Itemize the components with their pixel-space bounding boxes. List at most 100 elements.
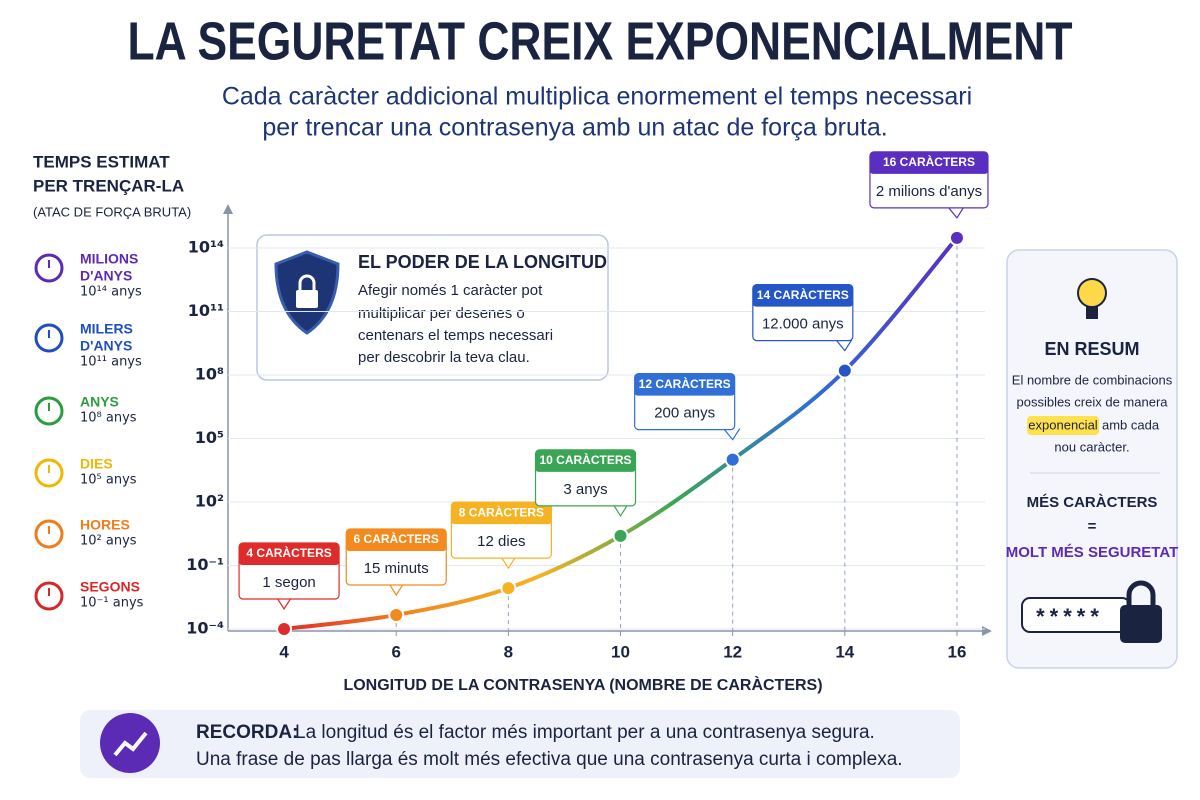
callout-title: 16 CARÀCTERS — [883, 154, 975, 169]
lock-shackle — [298, 274, 316, 290]
callout-text: 2 milions d'anys — [876, 183, 982, 200]
scale-icon — [34, 581, 64, 611]
summary-panel — [1006, 249, 1178, 669]
callout-title: 12 CARÀCTERS — [639, 376, 731, 391]
summary-text: nou caràcter. — [1054, 439, 1129, 454]
x-tick-label: 14 — [835, 642, 854, 661]
scale-value: 10⁸ anys — [80, 411, 137, 426]
summary-text: amb cada — [1102, 417, 1160, 432]
callout-pointer — [388, 583, 404, 597]
lock-icon — [296, 290, 318, 308]
title: LA SEGURETAT CREIX EXPONENCIALMENT — [128, 11, 1073, 71]
scale-icon — [34, 323, 64, 353]
y-tick-label: 10⁻¹ — [186, 555, 224, 574]
bulb-base — [1086, 307, 1098, 319]
subtitle: per trencar una contrasenya amb un atac … — [262, 114, 887, 142]
callout-pointer — [835, 339, 853, 352]
callout-header — [634, 373, 735, 396]
scale-name: D'ANYS — [80, 268, 132, 284]
scale-value: 10⁵ anys — [80, 473, 137, 488]
padlock-shackle — [1126, 580, 1156, 605]
highlight-bg — [1027, 416, 1099, 435]
info-text: per descobrir la teva clau. — [358, 349, 530, 366]
info-text: Afegir només 1 caràcter pot — [358, 282, 543, 299]
info-text: centenars el temps necessari — [358, 327, 553, 344]
x-tick-label: 6 — [391, 642, 400, 661]
x-tick-label: 4 — [279, 642, 289, 661]
callout-text: 200 anys — [654, 405, 715, 422]
callout-title: 14 CARÀCTERS — [757, 287, 849, 302]
point — [724, 451, 741, 468]
callout-text: 12.000 anys — [762, 316, 844, 333]
callout-text: 15 minuts — [364, 560, 429, 577]
summary-highlight: exponencial — [1028, 417, 1097, 432]
scale-name: MILERS — [80, 321, 133, 337]
point — [388, 606, 405, 623]
reminder-box — [80, 710, 960, 778]
callout-title: 4 CARÀCTERS — [246, 545, 331, 560]
chart-icon — [100, 713, 160, 773]
info-box — [256, 234, 609, 381]
scale-name: ANYS — [80, 394, 119, 410]
point — [500, 580, 517, 597]
callout-header — [346, 528, 447, 551]
reminder-label: RECORDA: — [196, 722, 298, 743]
point — [612, 527, 629, 544]
callout-pointer — [276, 597, 292, 611]
callout-pointer — [613, 504, 629, 518]
bulb-icon — [1077, 278, 1107, 308]
subtitle: Cada caràcter addicional multiplica enor… — [222, 83, 972, 111]
scale-value: 10⁻¹ anys — [80, 596, 144, 611]
callout-title: 6 CARÀCTERS — [354, 531, 439, 546]
x-axis-title: LONGITUD DE LA CONTRASENYA (NOMBRE DE CA… — [343, 675, 822, 694]
x-tick-label: 10 — [611, 642, 630, 661]
callout-pointer — [500, 556, 516, 570]
equation: MÉS CARÀCTERS — [1027, 494, 1158, 511]
x-tick-label: 16 — [948, 642, 967, 661]
callout-text: 3 anys — [563, 481, 607, 498]
callout-header — [239, 543, 340, 565]
callout-header — [752, 284, 853, 307]
y-axis-title: PER TRENÇAR-LA — [33, 176, 184, 195]
scale-name: SEGONS — [80, 579, 140, 595]
chart-icon-line — [113, 731, 148, 757]
equation-result: MOLT MÉS SEGURETAT — [1006, 544, 1179, 561]
scale-icon — [34, 519, 64, 549]
callout-header — [869, 151, 988, 174]
summary-text: possibles creix de manera — [1016, 394, 1168, 409]
y-tick-label: 10⁵ — [195, 428, 224, 447]
y-tick-label: 10¹⁴ — [188, 237, 224, 256]
scale-value: 10¹⁴ anys — [80, 285, 142, 300]
summary-text: El nombre de combinacions — [1012, 372, 1173, 387]
scale-icon — [34, 253, 64, 283]
callout-title: 10 CARÀCTERS — [540, 452, 632, 467]
point — [948, 229, 965, 246]
callout-header — [535, 449, 636, 472]
y-tick-label: 10¹¹ — [188, 301, 224, 320]
y-axis-title: TEMPS ESTIMAT — [33, 152, 170, 171]
y-tick-label: 10² — [195, 491, 224, 510]
callout-title: 8 CARÀCTERS — [459, 504, 544, 519]
info-title: EL PODER DE LA LONGITUD — [358, 252, 607, 272]
info-text: multiplicar per desenes o — [358, 305, 525, 322]
reminder-text: La longitud és el factor més important p… — [295, 722, 875, 743]
password-mask: ***** — [1036, 604, 1104, 629]
y-tick-label: 10⁸ — [195, 364, 224, 383]
callout-pointer — [723, 428, 741, 441]
y-axis-subtitle: (ATAC DE FORÇA BRUTA) — [33, 204, 191, 219]
scale-name: D'ANYS — [80, 338, 132, 354]
callout-pointer — [947, 206, 965, 219]
scale-icon — [34, 396, 64, 426]
equation: = — [1088, 518, 1097, 535]
x-tick-label: 12 — [723, 642, 742, 661]
scale-icon — [34, 458, 64, 488]
scale-name: HORES — [80, 517, 130, 533]
callout-header — [451, 502, 552, 525]
padlock-icon — [1120, 605, 1162, 643]
summary-title: EN RESUM — [1044, 339, 1139, 359]
scale-value: 10² anys — [80, 534, 137, 549]
callout-text: 1 segon — [262, 574, 315, 591]
